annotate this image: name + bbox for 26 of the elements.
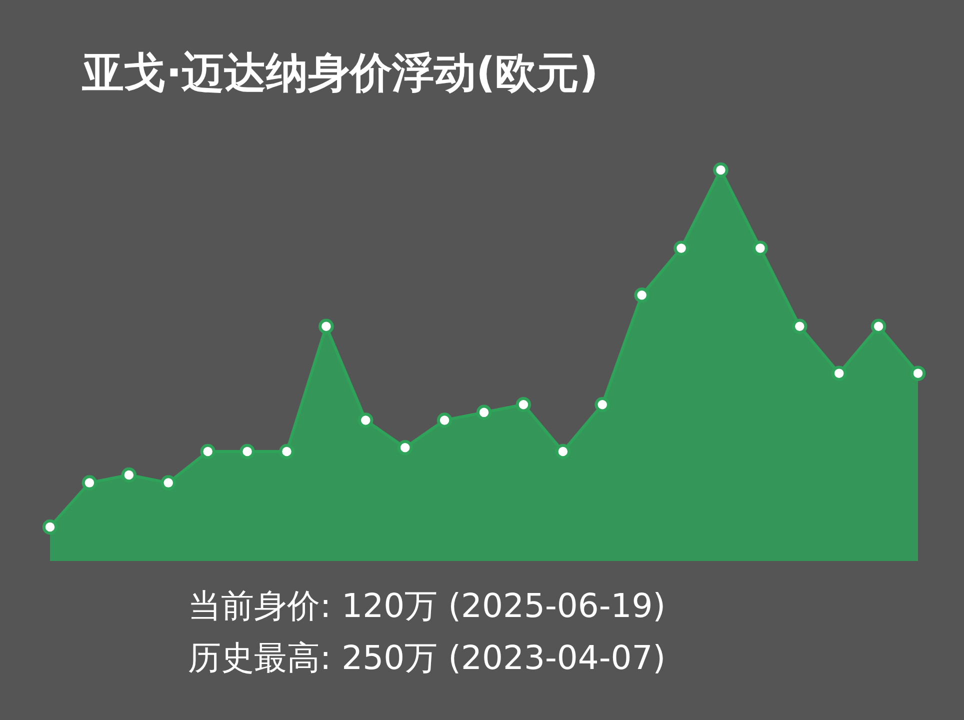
point (555, 444, 571, 460)
point (358, 412, 374, 428)
point (713, 162, 728, 178)
point (318, 318, 334, 334)
point (831, 366, 847, 381)
point (279, 444, 294, 460)
point (634, 288, 650, 303)
point (476, 404, 492, 420)
point (594, 396, 610, 412)
point (200, 444, 216, 460)
point (121, 467, 137, 483)
point (240, 444, 255, 460)
text: 当前身价: 120万 (2025-06-19) (188, 585, 666, 627)
point (870, 318, 886, 334)
point (436, 412, 452, 428)
point (792, 318, 808, 334)
chart-title: 亚戈·迈达纳身价浮动(欧元) (81, 48, 598, 97)
text: 历史最高: 250万 (2023-04-07) (188, 637, 666, 679)
point (752, 240, 768, 256)
point (674, 240, 689, 256)
point (160, 475, 176, 490)
point (42, 519, 58, 535)
point (516, 396, 532, 412)
point (397, 440, 413, 456)
point (910, 366, 926, 381)
point (82, 475, 98, 490)
